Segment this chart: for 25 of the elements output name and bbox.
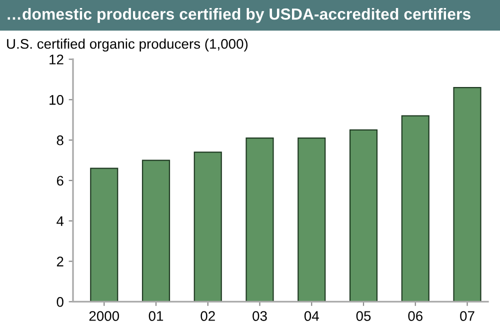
bar: [246, 137, 274, 302]
bar: [194, 152, 222, 302]
y-tick-label: 4: [56, 216, 64, 226]
bar: [90, 168, 118, 302]
x-tick-label: 05: [356, 311, 371, 321]
x-tick-label: 04: [304, 311, 319, 321]
bar: [142, 160, 170, 302]
y-tick-label: 6: [56, 176, 64, 186]
bar: [453, 86, 482, 302]
x-tick-label: 07: [460, 311, 474, 321]
bar: [298, 137, 326, 302]
y-axis-title: U.S. certified organic producers (1,000): [7, 38, 248, 52]
x-tick-label: 03: [252, 311, 267, 321]
bar: [349, 129, 378, 302]
y-tick-label: 12: [50, 54, 64, 64]
chart-title: …domestic producers certified by USDA-accredited certifiers: [8, 8, 470, 23]
x-tick-label: 02: [200, 311, 215, 321]
x-tick-label: 01: [148, 311, 164, 321]
bar: [401, 115, 430, 302]
y-tick-label: 2: [56, 256, 64, 266]
y-tick-label: 8: [56, 135, 64, 146]
x-tick-label: 06: [408, 311, 422, 321]
y-tick-label: 10: [50, 94, 64, 105]
y-tick-label: 0: [56, 297, 64, 307]
x-tick-label: 2000: [89, 311, 120, 321]
